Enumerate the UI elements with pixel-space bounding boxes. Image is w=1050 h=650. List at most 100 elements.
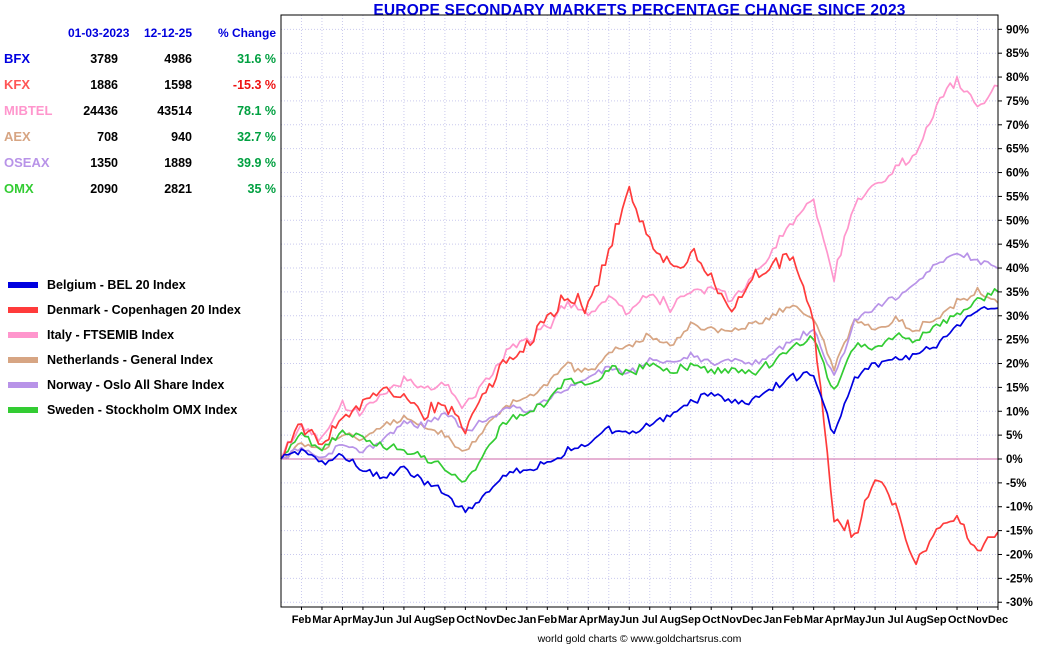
legend-label-norway: Norway - Oslo All Share Index: [47, 377, 225, 392]
x-tick-label: Feb: [292, 614, 312, 626]
stats-row-start-omx: 2090: [90, 182, 118, 196]
x-tick-label: Jun: [865, 614, 885, 626]
x-tick-label: Feb: [538, 614, 558, 626]
y-tick-label: 50%: [1006, 215, 1029, 227]
x-tick-label: Jul: [642, 614, 658, 626]
stats-row-label-mibtel: MIBTEL: [4, 103, 53, 118]
x-tick-label: May: [352, 614, 374, 626]
x-tick-label: Oct: [948, 614, 967, 626]
legend-swatch-sweden: [8, 406, 38, 413]
x-tick-label: Mar: [558, 614, 578, 626]
stats-row-end-mibtel: 43514: [157, 104, 192, 118]
stats-row-label-kfx: KFX: [4, 77, 30, 92]
y-tick-label: 40%: [1006, 263, 1029, 275]
y-tick-label: -5%: [1006, 478, 1026, 490]
series-line-sweden-omx: [280, 288, 999, 483]
y-tick-label: 70%: [1006, 120, 1029, 132]
legend-label-italy: Italy - FTSEMIB Index: [47, 327, 175, 342]
legend-swatch-belgium: [8, 281, 38, 288]
series-line-norway-oseax: [280, 252, 999, 460]
stats-row-label-bfx: BFX: [4, 51, 30, 66]
legend-label-sweden: Sweden - Stockholm OMX Index: [47, 402, 238, 417]
stats-row-start-kfx: 1886: [90, 78, 118, 92]
stats-table: 01-03-2023 12-12-25 % Change BFX 3789 49…: [4, 20, 276, 202]
stats-row-end-bfx: 4986: [164, 52, 192, 66]
x-tick-label: Feb: [783, 614, 803, 626]
x-tick-label: Jan: [517, 614, 536, 626]
stats-row-end-omx: 2821: [164, 182, 192, 196]
legend-item-belgium: Belgium - BEL 20 Index: [8, 272, 241, 297]
y-tick-label: 25%: [1006, 335, 1029, 347]
legend-label-denmark: Denmark - Copenhagen 20 Index: [47, 302, 241, 317]
stats-header-spacer: [4, 20, 68, 46]
legend-item-norway: Norway - Oslo All Share Index: [8, 372, 241, 397]
legend-swatch-netherlands: [8, 356, 38, 363]
y-tick-label: -20%: [1006, 549, 1033, 561]
stats-row-change-oseax: 39.9 %: [237, 156, 276, 170]
y-tick-label: -15%: [1006, 526, 1033, 538]
x-tick-label: Oct: [456, 614, 475, 626]
y-tick-label: 30%: [1006, 311, 1029, 323]
x-tick-label: Oct: [702, 614, 721, 626]
stats-row-end-aex: 940: [171, 130, 192, 144]
x-tick-label: Jul: [396, 614, 412, 626]
y-tick-label: 35%: [1006, 287, 1029, 299]
legend-swatch-norway: [8, 381, 38, 388]
legend-item-sweden: Sweden - Stockholm OMX Index: [8, 397, 241, 422]
plot-border: [280, 14, 999, 608]
y-tick-label: -25%: [1006, 573, 1033, 585]
x-tick-label: Mar: [312, 614, 332, 626]
stats-header-start-date: 01-03-2023: [68, 26, 130, 40]
stats-row-start-aex: 708: [97, 130, 118, 144]
stats-row-change-mibtel: 78.1 %: [237, 104, 276, 118]
x-tick-label: Aug: [660, 614, 681, 626]
stats-row-change-bfx: 31.6 %: [237, 52, 276, 66]
legend-swatch-italy: [8, 331, 38, 338]
y-tick-label: 80%: [1006, 72, 1029, 84]
series-line-belgium-bel20: [280, 306, 999, 514]
x-tick-label: May: [844, 614, 866, 626]
x-tick-label: Dec: [988, 614, 1008, 626]
y-tick-label: 45%: [1006, 239, 1029, 251]
series-line-denmark-copenhagen20: [280, 185, 999, 566]
y-tick-label: 65%: [1006, 144, 1029, 156]
x-tick-label: Nov: [967, 614, 989, 626]
x-tick-label: Apr: [333, 614, 353, 626]
y-tick-label: 55%: [1006, 191, 1029, 203]
footer-credit: world gold charts © www.goldchartsrus.co…: [537, 633, 742, 645]
stats-row-label-oseax: OSEAX: [4, 155, 50, 170]
legend-item-denmark: Denmark - Copenhagen 20 Index: [8, 297, 241, 322]
stats-row-change-omx: 35 %: [247, 182, 277, 196]
y-tick-label: 75%: [1006, 96, 1029, 108]
x-tick-label: May: [598, 614, 620, 626]
y-tick-label: -30%: [1006, 597, 1033, 609]
x-tick-label: Aug: [414, 614, 435, 626]
stats-row-start-mibtel: 24436: [83, 104, 118, 118]
series-line-italy-ftsemib: [280, 75, 999, 460]
x-tick-label: Sep: [926, 614, 946, 626]
stats-row-start-oseax: 1350: [90, 156, 118, 170]
y-tick-label: 10%: [1006, 406, 1029, 418]
x-tick-label: Jun: [374, 614, 394, 626]
series-line-netherlands-general: [280, 286, 999, 460]
y-tick-label: 20%: [1006, 359, 1029, 371]
stats-header-end-date: 12-12-25: [143, 26, 192, 40]
legend: Belgium - BEL 20 Index Denmark - Copenha…: [8, 272, 241, 422]
legend-item-italy: Italy - FTSEMIB Index: [8, 322, 241, 347]
x-tick-label: Jun: [619, 614, 639, 626]
stats-header-pct-change: % Change: [217, 26, 276, 40]
stats-row-label-aex: AEX: [4, 129, 31, 144]
x-tick-label: Jan: [763, 614, 782, 626]
legend-swatch-denmark: [8, 306, 38, 313]
y-tick-label: 15%: [1006, 382, 1029, 394]
stats-row-label-omx: OMX: [4, 181, 34, 196]
x-tick-label: Aug: [905, 614, 926, 626]
x-tick-label: Dec: [742, 614, 762, 626]
x-tick-label: Sep: [435, 614, 455, 626]
x-tick-label: Jul: [888, 614, 904, 626]
y-tick-label: 90%: [1006, 24, 1029, 36]
legend-label-belgium: Belgium - BEL 20 Index: [47, 277, 186, 292]
x-tick-label: Apr: [825, 614, 845, 626]
